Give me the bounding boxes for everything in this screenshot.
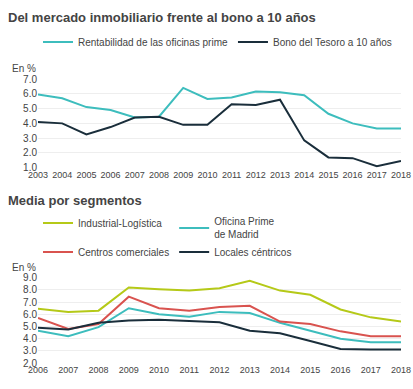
svg-text:2011: 2011 bbox=[180, 365, 199, 375]
svg-text:2010: 2010 bbox=[149, 365, 169, 375]
svg-text:2.0: 2.0 bbox=[23, 358, 37, 369]
svg-text:2007: 2007 bbox=[125, 170, 145, 180]
svg-text:7.0: 7.0 bbox=[23, 74, 37, 85]
svg-text:2003: 2003 bbox=[28, 170, 48, 180]
svg-text:2007: 2007 bbox=[58, 365, 78, 375]
svg-text:Bono del Tesoro a 10 años: Bono del Tesoro a 10 años bbox=[273, 37, 392, 48]
svg-text:2013: 2013 bbox=[270, 170, 290, 180]
svg-text:9.0: 9.0 bbox=[23, 272, 37, 283]
svg-text:2013: 2013 bbox=[240, 365, 260, 375]
svg-text:2011: 2011 bbox=[222, 170, 241, 180]
svg-text:2009: 2009 bbox=[119, 365, 139, 375]
svg-text:2018: 2018 bbox=[391, 365, 411, 375]
svg-text:5.0: 5.0 bbox=[23, 321, 37, 332]
svg-text:2018: 2018 bbox=[391, 170, 411, 180]
svg-text:5.0: 5.0 bbox=[23, 103, 37, 114]
svg-text:2004: 2004 bbox=[52, 170, 72, 180]
svg-text:3.0: 3.0 bbox=[23, 345, 37, 356]
svg-text:6.0: 6.0 bbox=[23, 309, 37, 320]
svg-text:2006: 2006 bbox=[101, 170, 121, 180]
svg-text:2016: 2016 bbox=[330, 365, 350, 375]
svg-text:En %: En % bbox=[12, 63, 36, 74]
svg-text:Locales céntricos: Locales céntricos bbox=[214, 247, 291, 258]
svg-text:2008: 2008 bbox=[149, 170, 169, 180]
svg-text:2010: 2010 bbox=[197, 170, 217, 180]
svg-text:Rentabilidad de las oficinas p: Rentabilidad de las oficinas prime bbox=[78, 37, 228, 48]
svg-text:2017: 2017 bbox=[367, 170, 387, 180]
svg-text:8.0: 8.0 bbox=[23, 284, 37, 295]
svg-text:2016: 2016 bbox=[343, 170, 363, 180]
svg-text:4.0: 4.0 bbox=[23, 333, 37, 344]
svg-text:2005: 2005 bbox=[76, 170, 96, 180]
svg-text:2009: 2009 bbox=[173, 170, 193, 180]
svg-text:2012: 2012 bbox=[209, 365, 229, 375]
svg-text:2014: 2014 bbox=[270, 365, 290, 375]
svg-text:2.0: 2.0 bbox=[23, 147, 37, 158]
svg-text:2012: 2012 bbox=[246, 170, 266, 180]
svg-text:4.0: 4.0 bbox=[23, 118, 37, 129]
svg-text:3.0: 3.0 bbox=[23, 133, 37, 144]
svg-text:Del mercado inmobiliario frent: Del mercado inmobiliario frente al bono … bbox=[8, 10, 316, 25]
svg-text:6.0: 6.0 bbox=[23, 88, 37, 99]
svg-text:Industrial-Logística: Industrial-Logística bbox=[78, 218, 162, 229]
svg-text:Centros comerciales: Centros comerciales bbox=[78, 247, 169, 258]
svg-text:2006: 2006 bbox=[28, 365, 48, 375]
svg-text:1.0: 1.0 bbox=[23, 162, 37, 173]
svg-text:Media por segmentos: Media por segmentos bbox=[8, 193, 142, 208]
svg-text:7.0: 7.0 bbox=[23, 297, 37, 308]
svg-text:En %: En % bbox=[12, 262, 36, 273]
svg-text:2015: 2015 bbox=[318, 170, 338, 180]
svg-text:Oficina Primede Madrid: Oficina Primede Madrid bbox=[214, 216, 274, 240]
svg-text:2015: 2015 bbox=[300, 365, 320, 375]
svg-text:2008: 2008 bbox=[88, 365, 108, 375]
svg-text:2017: 2017 bbox=[361, 365, 381, 375]
svg-text:2014: 2014 bbox=[294, 170, 314, 180]
